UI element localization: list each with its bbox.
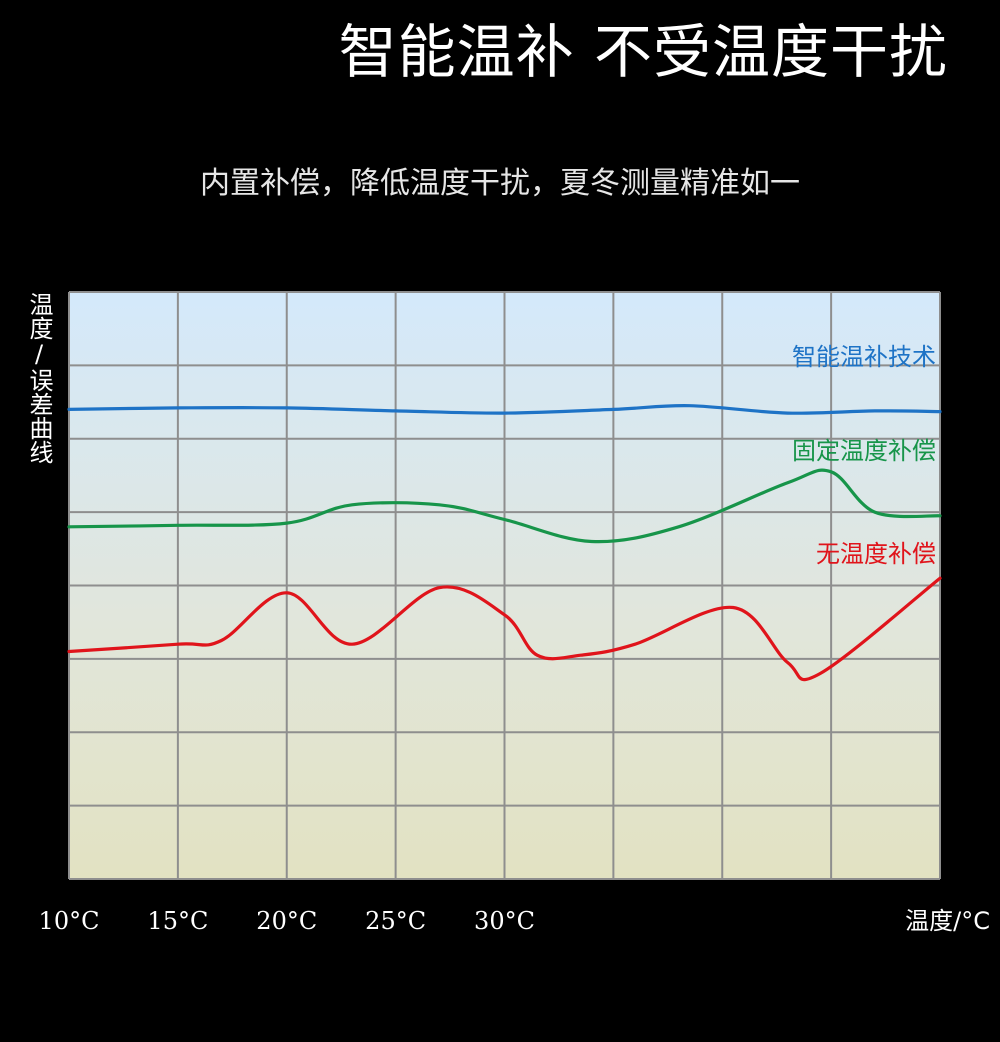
grid (68, 291, 941, 880)
series-label-2: 固定温度补偿 (792, 437, 936, 465)
y-axis-label: 温度/误差曲线 (25, 292, 53, 464)
series-line-2 (67, 468, 942, 544)
series-label-1: 智能温补技术 (792, 343, 936, 371)
x-tick-label: 30°C (474, 907, 535, 935)
x-tick-label: 10°C (39, 907, 100, 935)
x-tick-labels: 10°C 15°C 20°C 25°C 30°C (39, 907, 535, 935)
series-label-3: 无温度补偿 (816, 540, 936, 568)
x-tick-label: 25°C (365, 907, 426, 935)
series-lines (67, 404, 942, 682)
page-subtitle: 内置补偿，降低温度干扰，夏冬测量精准如一 (200, 166, 800, 201)
series-line-1 (67, 404, 942, 415)
x-tick-label: 15°C (147, 907, 208, 935)
x-tick-label: 20°C (256, 907, 317, 935)
page-title: 智能温补 不受温度干扰 (338, 18, 948, 86)
series-line-3 (67, 576, 942, 682)
x-axis-label: 温度/°C (905, 907, 990, 935)
